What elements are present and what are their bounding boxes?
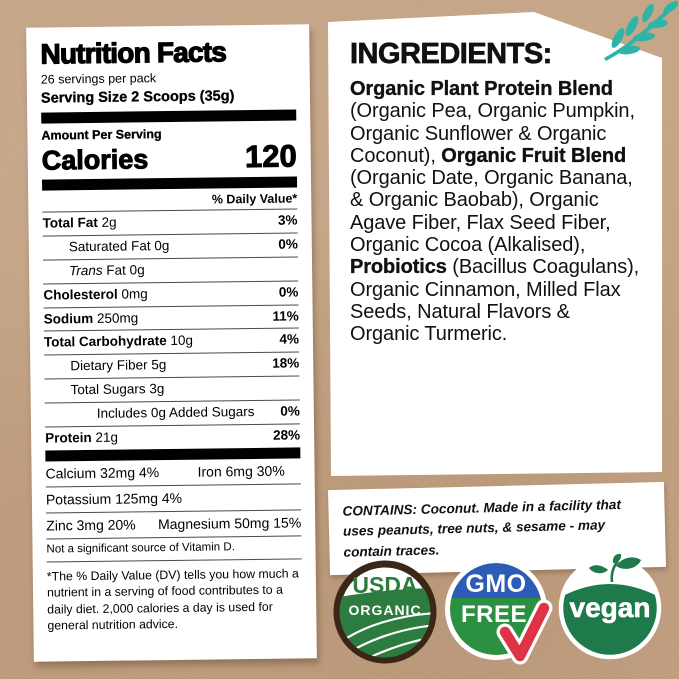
nutrition-facts-title: Nutrition Facts <box>40 36 227 70</box>
leaf-sprig-icon <box>598 0 679 67</box>
usda-text: USDA <box>352 572 417 598</box>
leaf-sprig-svg <box>604 0 679 61</box>
servings-per-pack: 26 servings per pack <box>40 71 157 87</box>
ingredient-list-segment: (Organic Date, Organic Banana, & Organic… <box>350 167 633 257</box>
nutrient-name: Cholesterol 0mg <box>43 286 148 303</box>
nutrient-name: Total Carbohydrate 10g <box>43 333 194 351</box>
gmo-free-seal-icon: GMO FREE <box>445 558 553 665</box>
daily-value-footnote: *The % Daily Value (DV) tells you how mu… <box>46 566 299 633</box>
vegan-text: vegan <box>570 592 651 623</box>
vegan-badge: vegan <box>555 553 667 665</box>
contains-text: CONTAINS: Coconut. Made in a facility th… <box>342 496 622 560</box>
mineral-row: Zinc 3mg 20% Magnesium 50mg 15% <box>46 510 302 540</box>
calories-label: Calories <box>41 144 149 176</box>
nutrient-row: Sodium 250mg 11% <box>43 304 299 332</box>
mineral-value: Iron 6mg 30% <box>197 462 285 480</box>
nutrient-name: Saturated Fat 0g <box>68 238 170 255</box>
nutrition-facts-panel: Nutrition Facts 26 servings per pack Ser… <box>26 24 317 662</box>
nutrient-row: Trans Fat 0g <box>42 256 299 284</box>
nutrient-row: Total Sugars 3g <box>44 375 300 403</box>
nutrient-row: Total Fat 2g 3% <box>42 208 298 236</box>
nutrient-row: Total Carbohydrate 10g 4% <box>43 327 300 355</box>
mineral-value: Zinc 3mg 20% <box>46 516 136 534</box>
no-source-note: Not a significant source of Vitamin D. <box>46 536 302 563</box>
nutrient-daily-value: 0% <box>278 284 299 300</box>
usda-organic-seal-icon: USDA ORGANIC <box>333 560 437 664</box>
nutrient-rows: Total Fat 2g 3% Saturated Fat 0g 0% Trans Fa… <box>42 208 301 451</box>
nutrient-row: Protein 21g 28% <box>45 423 301 451</box>
nutrient-name: Protein 21g <box>45 429 119 446</box>
nutrient-name: Includes 0g Added Sugars <box>96 403 255 421</box>
nutrient-daily-value: 18% <box>272 355 300 372</box>
gmo-free-badge: GMO FREE <box>441 555 553 673</box>
ingredient-blend-name: Probiotics <box>350 256 447 279</box>
mineral-value: Calcium 32mg 4% <box>45 464 160 482</box>
nutrient-daily-value: 0% <box>278 236 298 252</box>
nutrient-daily-value: 11% <box>272 308 299 324</box>
nutrient-name: Sodium 250mg <box>43 310 139 327</box>
nutrient-name: Dietary Fiber 5g <box>70 357 167 374</box>
free-text: FREE <box>461 601 527 628</box>
usda-organic-badge: USDA ORGANIC <box>330 557 440 667</box>
nutrient-daily-value: 0% <box>280 403 300 419</box>
nutrient-row: Includes 0g Added Sugars 0% <box>44 399 300 427</box>
ingredient-blend-name: Organic Plant Protein Blend <box>350 78 613 100</box>
mineral-value: Potassium 125mg 4% <box>45 490 183 508</box>
mineral-value: Magnesium 50mg 15% <box>157 514 302 533</box>
nutrient-name: Total Fat 2g <box>42 214 117 231</box>
nutrient-row: Dietary Fiber 5g 18% <box>44 351 300 379</box>
organic-text: ORGANIC <box>348 602 421 618</box>
divider-thick-bar <box>41 109 297 124</box>
calories-value: 120 <box>244 138 297 175</box>
gmo-text: GMO <box>465 570 526 598</box>
nutrient-name: Total Sugars 3g <box>70 381 165 398</box>
vegan-seal-icon: vegan <box>558 553 662 660</box>
nutrient-daily-value: 28% <box>273 427 301 443</box>
mineral-row: Potassium 125mg 4% <box>45 484 302 514</box>
nutrient-row: Cholesterol 0mg 0% <box>43 280 299 308</box>
ingredient-blend-name: Organic Fruit Blend <box>441 144 627 167</box>
minerals: Calcium 32mg 4% Iron 6mg 30% Potassium 125… <box>45 458 302 540</box>
nutrient-daily-value: 4% <box>279 331 300 348</box>
nutrient-daily-value: 3% <box>277 212 298 228</box>
ingredients-text: Organic Plant Protein Blend (Organic Pea… <box>350 78 642 346</box>
mineral-row: Calcium 32mg 4% Iron 6mg 30% <box>45 458 301 488</box>
nutrient-name: Trans Fat 0g <box>69 262 145 279</box>
serving-size: Serving Size 2 Scoops (35g) <box>40 88 235 107</box>
nutrient-row: Saturated Fat 0g 0% <box>42 232 298 260</box>
calories-row: Calories 120 <box>41 138 297 176</box>
ingredients-panel: INGREDIENTS: Organic Plant Protein Blend… <box>328 12 662 476</box>
